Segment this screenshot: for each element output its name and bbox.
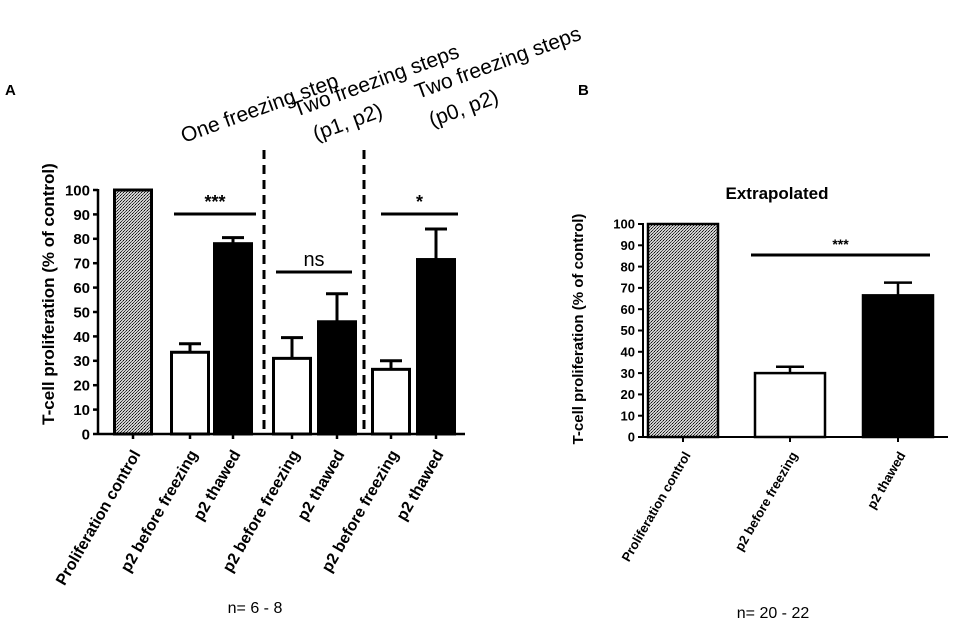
panel-b-title: Extrapolated [726, 184, 829, 203]
b-y-tick-label: 70 [621, 281, 635, 296]
a-y-tick-label: 10 [73, 402, 90, 419]
b-y-tick-label: 100 [613, 217, 635, 232]
footnote-a: n= 6 - 8 [228, 600, 283, 617]
a-significance-label: *** [204, 192, 225, 212]
a-y-tick-label: 50 [73, 304, 90, 321]
a-y-tick-label: 30 [73, 353, 90, 370]
b-bar-1 [646, 222, 720, 439]
panel-b-label: B [578, 82, 589, 99]
a-category-label: p2 thawed [394, 448, 448, 524]
b-y-tick-label: 20 [621, 387, 635, 402]
b-y-tick-label: 0 [628, 430, 635, 445]
b-y-tick-label: 30 [621, 366, 635, 381]
b-y-tick-label: 80 [621, 259, 635, 274]
b-y-tick-label: 10 [621, 408, 635, 423]
a-significance-label: * [416, 192, 423, 212]
a-bar-6 [371, 367, 411, 436]
a-bar-4 [272, 356, 312, 436]
a-y-tick-label: 100 [65, 182, 90, 199]
b-y-tick-label: 90 [621, 238, 635, 253]
b-significance-label: *** [832, 236, 849, 252]
a-category-label: p2 thawed [295, 448, 349, 524]
a-y-tick-label: 20 [73, 378, 90, 395]
a-significance-label: ns [303, 249, 324, 271]
a-y-tick-label: 90 [73, 207, 90, 224]
a-y-tick-label: 60 [73, 280, 90, 297]
b-category-label: p2 before freezing [732, 449, 801, 554]
y-axis-label-b: T-cell proliferation (% of control) [570, 214, 587, 445]
b-category-label: p2 thawed [864, 449, 909, 512]
b-bar-3 [861, 294, 935, 439]
a-y-tick-label: 70 [73, 256, 90, 273]
a-bar-5 [317, 320, 357, 436]
b-y-tick-label: 40 [621, 344, 635, 359]
b-category-label: Proliferation control [618, 449, 693, 564]
a-y-tick-label: 80 [73, 231, 90, 248]
a-y-tick-label: 0 [82, 426, 90, 443]
b-y-tick-label: 60 [621, 302, 635, 317]
a-bar-7 [416, 258, 456, 436]
panel-a-label: A [5, 82, 16, 99]
b-bar-2 [753, 371, 827, 439]
a-bar-1 [113, 188, 153, 436]
y-axis-label-a: T-cell proliferation (% of control) [39, 163, 58, 425]
a-y-tick-label: 40 [73, 329, 90, 346]
footnote-b: n= 20 - 22 [737, 605, 810, 622]
a-bar-2 [170, 350, 210, 436]
b-y-tick-label: 50 [621, 323, 635, 338]
a-bar-3 [213, 242, 253, 436]
